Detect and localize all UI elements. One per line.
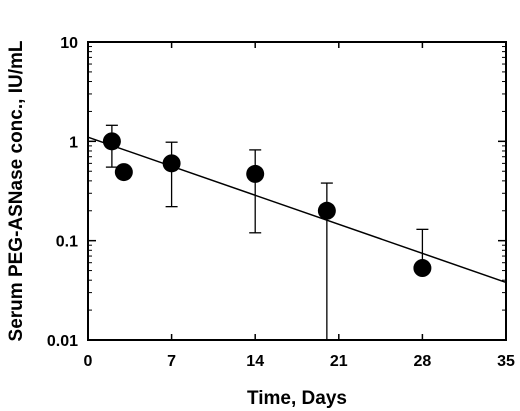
data-point: [317, 201, 336, 220]
y-tick-label: 0.01: [47, 333, 78, 350]
x-tick-label: 0: [84, 353, 93, 370]
x-tick-label: 35: [497, 353, 515, 370]
tick-labels: 0 7 14 21 28 35 0.01 0.1 1 10: [47, 35, 515, 370]
error-bars: [105, 124, 429, 340]
x-tick-label: 7: [167, 353, 176, 370]
y-tick-label: 10: [60, 35, 78, 52]
y-axis-title: Serum PEG-ASNase conc., IU/mL: [6, 40, 27, 341]
x-axis-title: Time, Days: [247, 388, 347, 409]
data-point: [413, 259, 432, 278]
plot-frame: [87, 41, 507, 341]
y-tick-label: 0.1: [56, 234, 78, 251]
fit-line-group: [87, 136, 507, 284]
data-points: [102, 132, 432, 278]
data-point: [162, 154, 181, 173]
data-point: [246, 164, 265, 183]
data-point: [114, 163, 133, 182]
x-tick-label: 28: [414, 353, 432, 370]
regression-line: [87, 136, 507, 284]
x-tick-label: 14: [246, 353, 264, 370]
x-tick-label: 21: [330, 353, 348, 370]
data-point: [102, 132, 121, 151]
y-tick-label: 1: [69, 134, 78, 151]
axes: [87, 41, 507, 341]
